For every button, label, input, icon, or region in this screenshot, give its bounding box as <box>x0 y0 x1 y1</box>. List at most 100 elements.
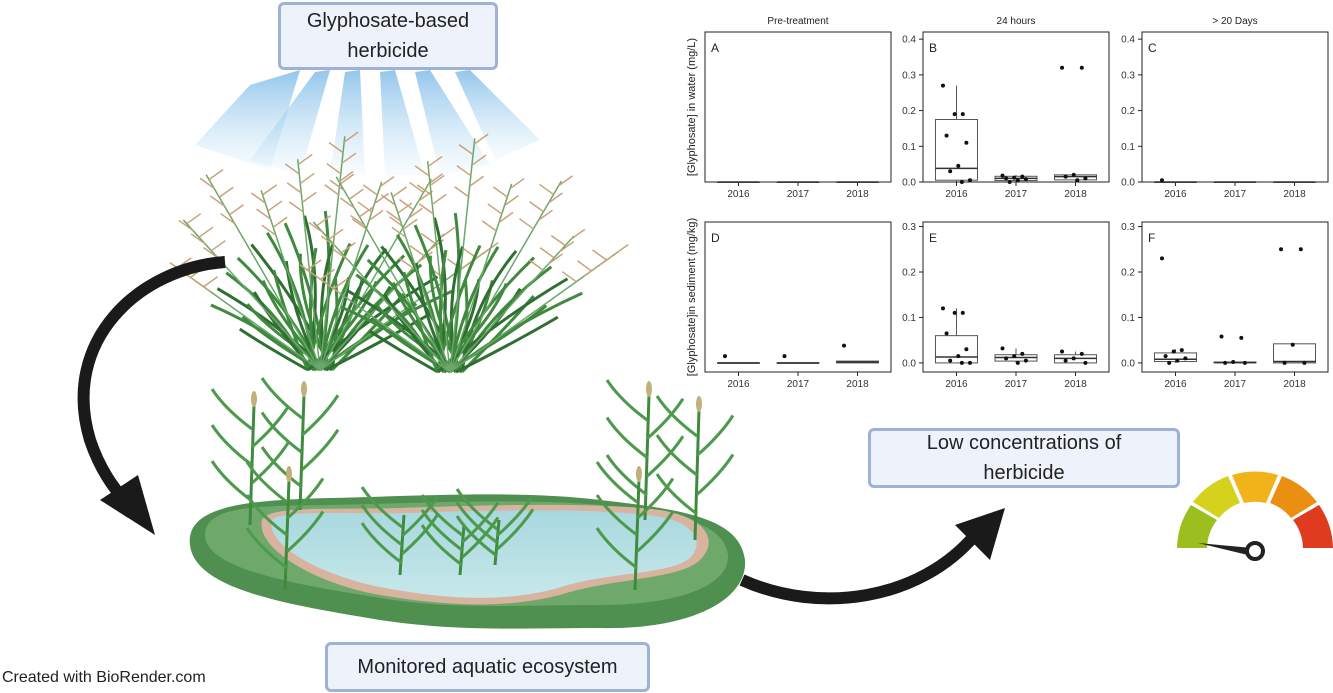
grass-seed <box>550 234 566 247</box>
panel-d: D [Glyphosate]in sediment (mg/kg) 2016 2017… <box>686 218 892 390</box>
box <box>934 335 978 364</box>
data-point <box>722 354 727 359</box>
grass-seed <box>262 184 278 196</box>
grass-seed <box>220 212 236 225</box>
grass-seed <box>577 260 592 272</box>
reed-leaf <box>245 494 288 537</box>
panel-letter: D <box>711 231 720 245</box>
grass-seed <box>250 192 266 204</box>
grass-seed <box>229 204 244 216</box>
grass-seed <box>186 213 202 225</box>
grass-seed <box>308 221 324 234</box>
grass-seed <box>312 273 328 285</box>
grass-seed <box>326 163 342 175</box>
grass-blade <box>238 327 309 372</box>
data-point <box>1079 65 1084 70</box>
grass-seed <box>286 182 302 194</box>
reed-leaf <box>210 388 253 431</box>
data-point <box>1083 360 1088 365</box>
grass-seed <box>548 253 563 265</box>
grass-seed <box>368 209 384 222</box>
data-point <box>842 343 847 348</box>
box <box>1273 343 1317 364</box>
data-point <box>948 358 953 363</box>
reed-head <box>286 466 292 482</box>
x-tick-label: 2017 <box>787 189 810 200</box>
grass-seed <box>558 175 573 187</box>
data-point <box>959 360 964 365</box>
grass-seed <box>418 190 433 202</box>
grass-seed <box>379 175 395 188</box>
grass-seed <box>427 155 443 168</box>
grass-seed <box>414 165 430 177</box>
reed-leaf <box>210 460 253 503</box>
grass-seed <box>301 191 317 204</box>
data-point <box>940 83 945 88</box>
grass-seed <box>456 165 472 177</box>
panel-title: > 20 Days <box>1212 16 1257 27</box>
grass-seed <box>348 188 364 200</box>
y-tick-label: 0.1 <box>902 313 916 324</box>
data-point <box>964 347 969 352</box>
data-point <box>1239 335 1244 340</box>
grass-blade <box>253 291 316 372</box>
data-point <box>1159 256 1164 261</box>
grass-stem <box>319 178 432 371</box>
box <box>1153 352 1197 363</box>
grass-stem <box>390 192 451 373</box>
reed-leaf <box>461 516 500 559</box>
curved-arrow-icon <box>77 256 226 535</box>
data-point <box>1020 351 1025 356</box>
reed-leaf <box>655 395 698 438</box>
data-point <box>1020 174 1025 179</box>
data-point <box>952 112 957 117</box>
data-point <box>1231 360 1236 364</box>
y-tick-label: 0.1 <box>1121 313 1135 324</box>
grass-icon <box>169 131 629 374</box>
low-concentration-label-box: Low concentrations of herbicide <box>868 428 1180 488</box>
reed-leaf <box>360 486 403 529</box>
x-tick-label: 2018 <box>1064 379 1087 390</box>
grass-seed <box>529 201 544 213</box>
grass-stem <box>449 183 513 373</box>
panel-letter: F <box>1148 231 1155 245</box>
x-tick-label: 2018 <box>1283 189 1306 200</box>
grass-seed <box>498 211 514 224</box>
data-point <box>1175 358 1180 363</box>
x-tick-label: 2018 <box>1064 189 1087 200</box>
grass-seed <box>399 199 414 211</box>
grass-seed <box>492 186 508 198</box>
data-point <box>964 140 969 145</box>
grass-seed <box>190 233 206 245</box>
grass-seed <box>329 179 345 192</box>
grass-blade <box>455 315 559 374</box>
grass-stem <box>319 181 383 371</box>
grass-seed <box>198 226 214 238</box>
y-tick-label: 0.0 <box>902 358 916 369</box>
reed-leaf <box>260 411 303 454</box>
grass-stem <box>319 136 346 371</box>
data-point <box>1060 349 1065 354</box>
reed-leaf <box>245 527 288 570</box>
grass-seed <box>195 280 211 293</box>
data-point <box>1223 360 1228 365</box>
data-point <box>960 112 965 117</box>
curved-arrow-icon <box>739 508 1005 605</box>
data-point <box>1007 180 1012 184</box>
y-tick-label: 0.3 <box>1121 222 1135 233</box>
x-tick-label: 2017 <box>1224 189 1247 200</box>
grass-seed <box>319 268 335 280</box>
grass-stem <box>319 233 445 371</box>
data-point <box>782 354 787 359</box>
y-tick-label: 0.1 <box>902 142 916 153</box>
grass-seed <box>539 183 554 196</box>
grass-seed <box>178 219 194 232</box>
grass-stem <box>182 219 321 371</box>
reed-leaf <box>360 522 403 565</box>
grass-seed <box>397 202 413 214</box>
grass-seed <box>392 186 408 198</box>
grass-seed <box>481 220 497 232</box>
grass-stem <box>449 138 476 373</box>
gauge-icon <box>1177 471 1333 561</box>
grass-seed <box>458 144 474 156</box>
